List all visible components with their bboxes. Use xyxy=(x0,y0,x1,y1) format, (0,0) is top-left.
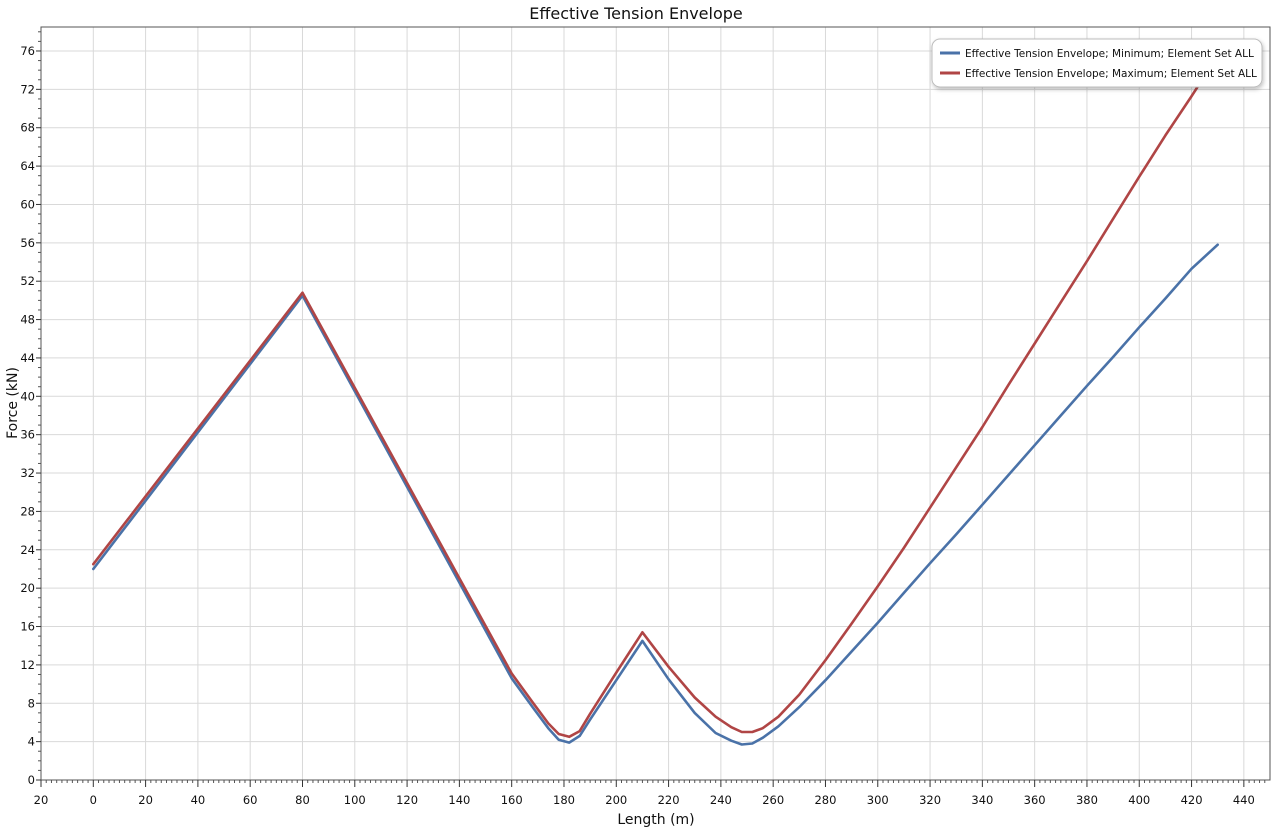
y-tick-label: 44 xyxy=(20,351,35,365)
y-tick-label: 28 xyxy=(20,504,35,518)
chart-title: Effective Tension Envelope xyxy=(529,4,743,23)
legend-box xyxy=(931,38,1263,88)
x-tick-label: 300 xyxy=(867,793,889,807)
x-tick-label: 400 xyxy=(1128,793,1150,807)
y-tick-label: 16 xyxy=(20,620,35,634)
x-tick-label: 340 xyxy=(971,793,993,807)
x-tick-label: 260 xyxy=(762,793,784,807)
y-tick-label: 68 xyxy=(20,121,35,135)
x-tick-label: 280 xyxy=(814,793,836,807)
y-tick-label: 60 xyxy=(20,197,35,211)
x-tick-label: 220 xyxy=(658,793,680,807)
x-tick-label: 160 xyxy=(501,793,523,807)
legend-label: Effective Tension Envelope; Maximum; Ele… xyxy=(965,68,1257,80)
x-tick-label: 360 xyxy=(1024,793,1046,807)
series-line xyxy=(92,74,1206,739)
y-tick-label: 0 xyxy=(28,773,35,787)
series-line xyxy=(92,243,1219,746)
y-tick-label: 76 xyxy=(20,44,35,58)
x-tick-label: 440 xyxy=(1233,793,1255,807)
y-tick-label: 72 xyxy=(20,82,35,96)
gridlines xyxy=(40,27,1270,781)
y-axis-title: Force (kN) xyxy=(5,367,21,439)
x-tick-label: 120 xyxy=(396,793,418,807)
y-tick-label: 8 xyxy=(28,696,35,710)
y-tick-label: 36 xyxy=(20,428,35,442)
y-tick-label: 48 xyxy=(20,313,35,327)
y-tick-label: 32 xyxy=(20,466,35,480)
x-tick-label: 240 xyxy=(710,793,732,807)
y-tick-label: 12 xyxy=(20,658,35,672)
x-tick-label: 80 xyxy=(295,793,310,807)
plot-area-border xyxy=(40,26,1271,781)
y-tick-label: 52 xyxy=(20,274,35,288)
x-tick-label: 320 xyxy=(919,793,941,807)
y-tick-label: 56 xyxy=(20,236,35,250)
series-layer xyxy=(92,74,1219,746)
y-tick-label: 40 xyxy=(20,389,35,403)
x-tick-label: 40 xyxy=(191,793,206,807)
y-tick-label: 24 xyxy=(20,543,35,557)
y-tick-label: 20 xyxy=(20,581,35,595)
x-tick-label: 420 xyxy=(1181,793,1203,807)
x-tick-label: 100 xyxy=(344,793,366,807)
x-tick-label: 60 xyxy=(243,793,258,807)
y-tick-label: 64 xyxy=(20,159,35,173)
x-tick-label: 140 xyxy=(448,793,470,807)
x-tick-label: 0 xyxy=(90,793,97,807)
x-tick-label: 200 xyxy=(605,793,627,807)
x-tick-label: 380 xyxy=(1076,793,1098,807)
x-axis: 20 0 20 40 60 80 100 120 140 160 180 200 220 240 260 28… xyxy=(34,780,1266,807)
x-tick-label: 180 xyxy=(553,793,575,807)
y-tick-label: 4 xyxy=(28,735,35,749)
x-tick-label: 20 xyxy=(138,793,153,807)
legend: Effective Tension Envelope; Minimum; Ele… xyxy=(931,38,1263,88)
x-tick-label: 20 xyxy=(34,793,49,807)
legend-label: Effective Tension Envelope; Minimum; Ele… xyxy=(965,48,1254,60)
x-axis-title: Length (m) xyxy=(617,812,694,828)
